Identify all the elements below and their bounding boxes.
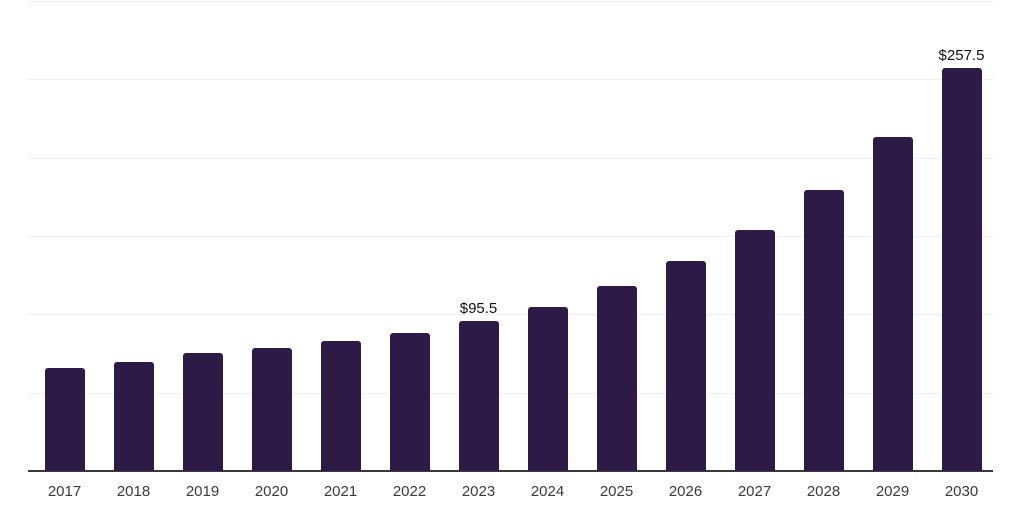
bar-2021 <box>320 340 361 471</box>
bar-2020 <box>251 348 292 471</box>
x-axis-label-2020: 2020 <box>254 483 289 500</box>
bar-2019 <box>182 353 223 471</box>
plot-area: $95.5 $257.5 <box>28 1 993 472</box>
bar-2027 <box>734 229 775 471</box>
bar-2025 <box>596 286 637 471</box>
x-axis-line <box>28 470 993 472</box>
bar-2023 <box>458 321 499 471</box>
x-axis-label-2022: 2022 <box>392 483 427 500</box>
x-axis-label-2017: 2017 <box>47 483 82 500</box>
bar-2028 <box>803 189 844 471</box>
x-axis-label-2023: 2023 <box>461 483 496 500</box>
value-label-2023: $95.5 <box>459 300 498 318</box>
x-axis-label-2029: 2029 <box>875 483 910 500</box>
x-axis-label-2018: 2018 <box>116 483 151 500</box>
bar-2030 <box>941 67 982 471</box>
bar-2022 <box>389 333 430 471</box>
x-axis-label-2025: 2025 <box>599 483 634 500</box>
bar-2024 <box>527 307 568 471</box>
bar-2018 <box>113 361 154 471</box>
gridline <box>28 1 993 2</box>
bar-2017 <box>44 367 85 471</box>
bar-2026 <box>665 261 706 471</box>
x-axis-label-2021: 2021 <box>323 483 358 500</box>
gridline <box>28 157 993 159</box>
x-axis-label-2026: 2026 <box>668 483 703 500</box>
gridline <box>28 79 993 81</box>
x-axis-label-2030: 2030 <box>944 483 979 500</box>
x-axis-label-2024: 2024 <box>530 483 565 500</box>
value-label-2030: $257.5 <box>938 46 985 64</box>
gridline <box>28 392 993 394</box>
bar-2029 <box>872 136 913 471</box>
x-axis-label-2028: 2028 <box>806 483 841 500</box>
gridline <box>28 314 993 316</box>
x-axis-label-2027: 2027 <box>737 483 772 500</box>
x-axis-label-2019: 2019 <box>185 483 220 500</box>
gridline <box>28 236 993 237</box>
